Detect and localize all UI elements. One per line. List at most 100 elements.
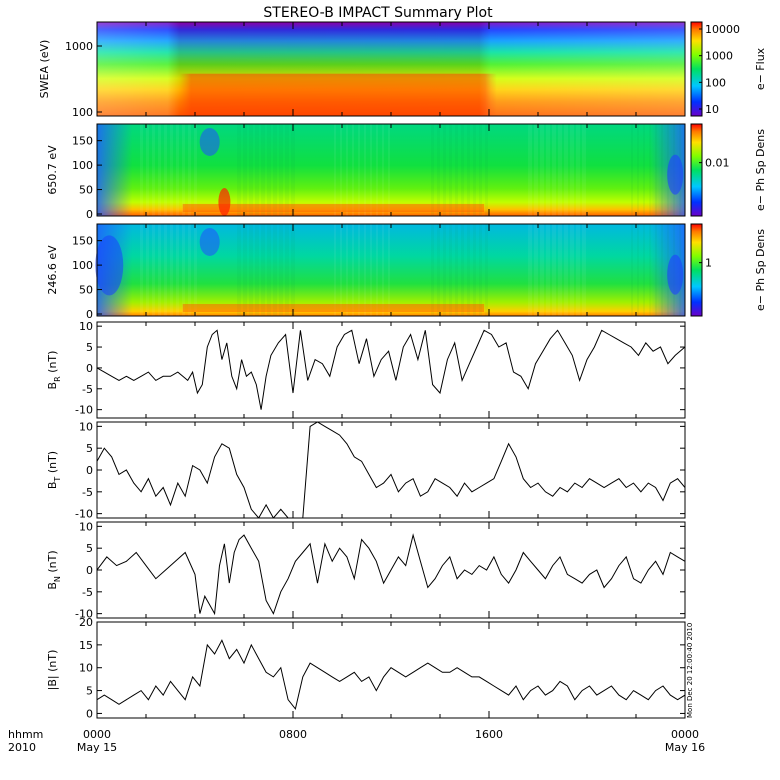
series-line [97, 422, 685, 518]
heatmap-blob [199, 228, 220, 256]
y-tick-label: 100 [72, 106, 93, 119]
y-tick-label: 50 [79, 184, 93, 197]
heatmap-streak [649, 224, 651, 316]
heatmap-streak [255, 224, 259, 316]
heatmap-streak [188, 124, 191, 216]
heatmap-streak [388, 124, 390, 216]
heatmap-streak [467, 224, 470, 316]
heatmap-streak [176, 224, 179, 316]
y-tick-label: 15 [79, 639, 93, 652]
heatmap-streak [334, 124, 336, 216]
heatmap-streak [528, 224, 532, 316]
heatmap-streak [164, 124, 167, 216]
panel-bmag: 20 15 10 5 0 |B| (nT) [46, 616, 686, 720]
heatmap-streak [261, 224, 265, 316]
y-axis-label: |B| (nT) [46, 650, 59, 691]
y-tick-label: 0 [86, 464, 93, 477]
heatmap-streak [243, 224, 247, 316]
heatmap-edge-shading [97, 124, 685, 216]
y-axis-label: 246.6 eV [46, 245, 59, 295]
heatmap-streak [479, 124, 482, 216]
heatmap-streak [249, 224, 253, 316]
colorbar-label: e− Flux [754, 47, 767, 90]
heatmap-streak [267, 224, 271, 316]
heatmap-streak [146, 224, 149, 316]
heatmap-streak [285, 224, 289, 316]
colorbar-tick-label: 10 [705, 103, 719, 116]
heatmap-streak [279, 124, 283, 216]
heatmap-streak [449, 124, 452, 216]
heatmap-streak [473, 224, 476, 316]
heatmap-streak [176, 124, 179, 216]
heatmap-streak [376, 224, 378, 316]
heatmap-streak [352, 224, 354, 316]
colorbar [690, 123, 703, 217]
heatmap-streak [582, 224, 586, 316]
plot-title: STEREO-B IMPACT Summary Plot [263, 5, 493, 21]
heatmap-streak [273, 224, 277, 316]
heatmap-streak [146, 124, 149, 216]
heatmap-streak [376, 124, 378, 216]
y-tick-label: 10 [79, 320, 93, 333]
heatmap-streak [661, 224, 663, 316]
heatmap-streak [431, 224, 434, 316]
colorbar [690, 223, 703, 317]
y-tick-label: -5 [82, 486, 93, 499]
panel-frame [96, 421, 686, 519]
heatmap-streak [364, 224, 366, 316]
heatmap-streak [637, 224, 639, 316]
heatmap-streak [140, 224, 143, 316]
panel-pad-246: 1 e− Ph Sp Dens 150 100 50 0 246.6 eV [46, 223, 767, 321]
y-tick-label: 100 [72, 159, 93, 172]
heatmap-streak [243, 124, 247, 216]
y-tick-label: 10 [79, 520, 93, 533]
panel-bt: 10 5 0 -5 -10 BT (nT) [46, 420, 686, 521]
y-tick-label: 0 [86, 707, 93, 720]
heatmap-streak [388, 224, 390, 316]
heatmap-stream-band [182, 204, 485, 212]
y-tick-label: 5 [86, 341, 93, 354]
panel-pad-650: 0.01 e− Ph Sp Dens 150 100 50 0 650.7 eV [46, 123, 767, 221]
heatmap-streak [455, 224, 458, 316]
heatmap-streak [576, 124, 580, 216]
y-tick-label: -10 [75, 608, 93, 621]
heatmap-streak [449, 224, 452, 316]
panel-br: 10 5 0 -5 -10 BR (nT) [46, 320, 686, 419]
heatmap-streak [164, 224, 167, 316]
y-tick-label: 0 [86, 208, 93, 221]
heatmap-streak [334, 224, 336, 316]
heatmap-streak [140, 124, 143, 216]
heatmap-streak [558, 224, 562, 316]
y-tick-label: -10 [75, 508, 93, 521]
heatmap-streak [455, 124, 458, 216]
heatmap-streak [479, 224, 482, 316]
colorbar-tick-label: 0.01 [705, 157, 730, 170]
heatmap-streak [437, 124, 440, 216]
heatmap-streak [279, 224, 283, 316]
heatmap-blob [667, 254, 684, 295]
heatmap-streak [97, 124, 99, 216]
heatmap-streak [485, 224, 488, 316]
y-axis-label: BT (nT) [46, 451, 62, 489]
heatmap-streak [358, 124, 360, 216]
heatmap-streak [649, 124, 651, 216]
colorbar [690, 21, 703, 117]
colorbar-label: e− Ph Sp Dens [754, 229, 767, 311]
colorbar-tick-label: 1 [705, 257, 712, 270]
x-tick-label: 0000 [671, 728, 699, 741]
heatmap-streak [631, 124, 633, 216]
heatmap-streak [661, 124, 663, 216]
y-tick-label: 150 [72, 135, 93, 148]
heatmap-streak [291, 124, 295, 216]
y-tick-label: -10 [75, 404, 93, 417]
panel-bn: 10 5 0 -5 -10 BN (nT) [46, 520, 686, 621]
heatmap-streak [552, 124, 556, 216]
heatmap-streak [382, 224, 384, 316]
heatmap-blob [95, 235, 124, 296]
heatmap-streak [655, 224, 657, 316]
y-tick-label: -5 [82, 586, 93, 599]
colorbar-tick-label: 100 [705, 76, 726, 89]
heatmap-streak [370, 124, 372, 216]
heatmap-streak [564, 124, 568, 216]
heatmap-streak [340, 224, 342, 316]
